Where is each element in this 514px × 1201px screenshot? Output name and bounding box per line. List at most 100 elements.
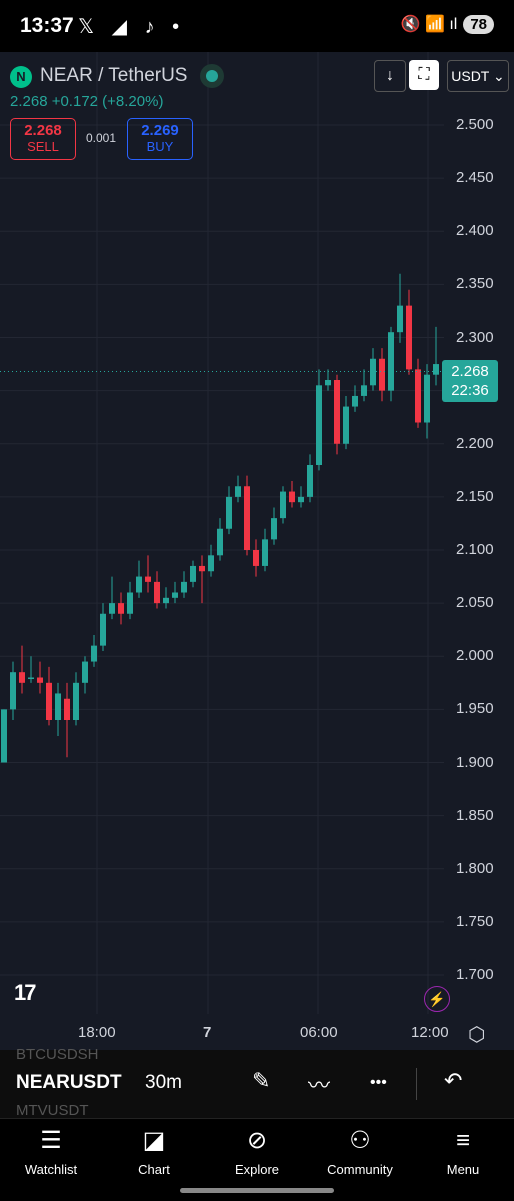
nav-label: Watchlist (24, 1162, 78, 1177)
candle-body (271, 518, 277, 540)
candle-body (343, 406, 349, 444)
candle-body (325, 380, 331, 386)
candle-body (280, 491, 286, 519)
price-tick-label: 1.750 (456, 912, 494, 930)
candle-body (190, 565, 196, 582)
price-scale[interactable]: 2.5002.4502.4002.3502.3002.2502.2002.150… (444, 52, 514, 1014)
download-icon[interactable]: ↓ (374, 60, 406, 92)
sell-price: 2.268 (24, 122, 62, 139)
candle-body (64, 698, 70, 720)
candle-body (82, 661, 88, 683)
settings-icon[interactable]: ⬡ (468, 1024, 486, 1046)
toolbar-divider (416, 1068, 417, 1100)
time-tick-label: 18:00 (78, 1024, 116, 1041)
candle-body (163, 597, 169, 604)
candle-body (172, 592, 178, 598)
buy-button[interactable]: 2.269 BUY (127, 118, 193, 160)
candle-body (100, 613, 106, 646)
time-tick-label: 7 (203, 1024, 212, 1041)
home-indicator[interactable] (180, 1188, 334, 1193)
nav-chart[interactable]: ◪ Chart (109, 1124, 199, 1177)
candle-body (406, 305, 412, 370)
candle-body (352, 395, 358, 407)
candle-body (91, 645, 97, 662)
draw-icon[interactable]: ✎ (252, 1068, 271, 1093)
price-tick-label: 2.050 (456, 594, 494, 612)
candle-body (289, 491, 295, 503)
candle-body (19, 672, 25, 683)
system-icons: 🔇 📶 ıl 78 (401, 14, 494, 34)
candle-body (307, 465, 313, 497)
next-symbol-ghost: MTVUSDT (16, 1102, 89, 1119)
price-tick-label: 2.000 (456, 647, 494, 665)
candle-body (298, 496, 304, 503)
interval-selector[interactable]: 30m (145, 1072, 182, 1093)
undo-icon[interactable]: ↶ (444, 1068, 463, 1093)
bottom-nav (0, 1118, 514, 1201)
nav-label: Chart (138, 1162, 170, 1177)
nav-community[interactable]: ⚇ Community (315, 1124, 405, 1177)
symbol-selector[interactable]: NEARUSDT (16, 1072, 122, 1093)
nav-explore[interactable]: ⊘ Explore (212, 1124, 302, 1177)
near-logo-icon: N (10, 66, 32, 88)
price-tick-label: 1.700 (456, 966, 494, 983)
more-icon[interactable]: ••• (370, 1074, 387, 1091)
time-tick-label: 12:00 (411, 1024, 449, 1041)
candle-body (118, 603, 124, 614)
price-tick-label: 2.300 (456, 328, 494, 346)
candle-body (334, 380, 340, 444)
battery-icon: 78 (463, 14, 494, 34)
candle-body (208, 555, 214, 572)
watchlist-icon: ☰ (40, 1127, 62, 1154)
candle-body (1, 709, 7, 763)
candle-body (127, 592, 133, 614)
nav-label: Menu (446, 1162, 480, 1177)
candle-body (316, 385, 322, 465)
prev-symbol-ghost: BTCUSDSH (16, 1046, 99, 1063)
candle-body (361, 385, 367, 396)
fullscreen-icon[interactable]: ⛶ (409, 60, 439, 90)
bar-countdown: 22:36 (451, 382, 489, 399)
bolt-icon[interactable]: ⚡ (424, 986, 450, 1012)
community-icon: ⚇ (349, 1127, 371, 1154)
nav-watchlist[interactable]: ☰ Watchlist (6, 1124, 96, 1177)
signal-icon: 🔇 📶 ıl (400, 16, 458, 33)
candle-body (433, 364, 439, 375)
nav-menu[interactable]: ≡ Menu (418, 1124, 508, 1177)
candle-body (109, 603, 115, 614)
buy-price: 2.269 (141, 122, 179, 139)
symbol-title[interactable]: NEAR / TetherUS (40, 65, 188, 86)
indicators-icon[interactable]: 〰 (308, 1073, 331, 1098)
candle-body (55, 693, 61, 720)
candle-body (28, 677, 34, 679)
currency-select[interactable]: USDT ⌄ (447, 60, 509, 92)
candle-body (262, 539, 268, 566)
nav-label: Explore (234, 1162, 280, 1177)
candle-body (181, 581, 187, 593)
notification-icons: 𝕏 ◢ ♪ • (78, 16, 186, 38)
spread-value: 0.001 (86, 131, 117, 145)
nav-label: Community (327, 1162, 393, 1177)
candle-body (145, 576, 151, 582)
candle-body (199, 565, 205, 572)
candle-body (388, 332, 394, 391)
buy-label: BUY (146, 139, 174, 154)
candlestick-chart[interactable] (0, 52, 514, 1050)
candle-body (73, 682, 79, 720)
candle-body (379, 358, 385, 391)
candle-body (244, 486, 250, 550)
candle-body (226, 496, 232, 529)
candle-body (253, 550, 259, 566)
price-tick-label: 1.900 (456, 753, 494, 771)
candle-body (370, 358, 376, 386)
menu-icon: ≡ (455, 1127, 470, 1154)
bottom-toolbar (0, 1050, 514, 1118)
candle-body (424, 374, 430, 423)
sell-button[interactable]: 2.268 SELL (10, 118, 76, 160)
candle-body (154, 581, 160, 604)
current-price: 2.268 (451, 363, 489, 380)
candle-body (217, 528, 223, 556)
time-tick-label: 06:00 (300, 1024, 338, 1041)
price-tick-label: 2.100 (456, 541, 494, 558)
sell-label: SELL (27, 139, 59, 154)
